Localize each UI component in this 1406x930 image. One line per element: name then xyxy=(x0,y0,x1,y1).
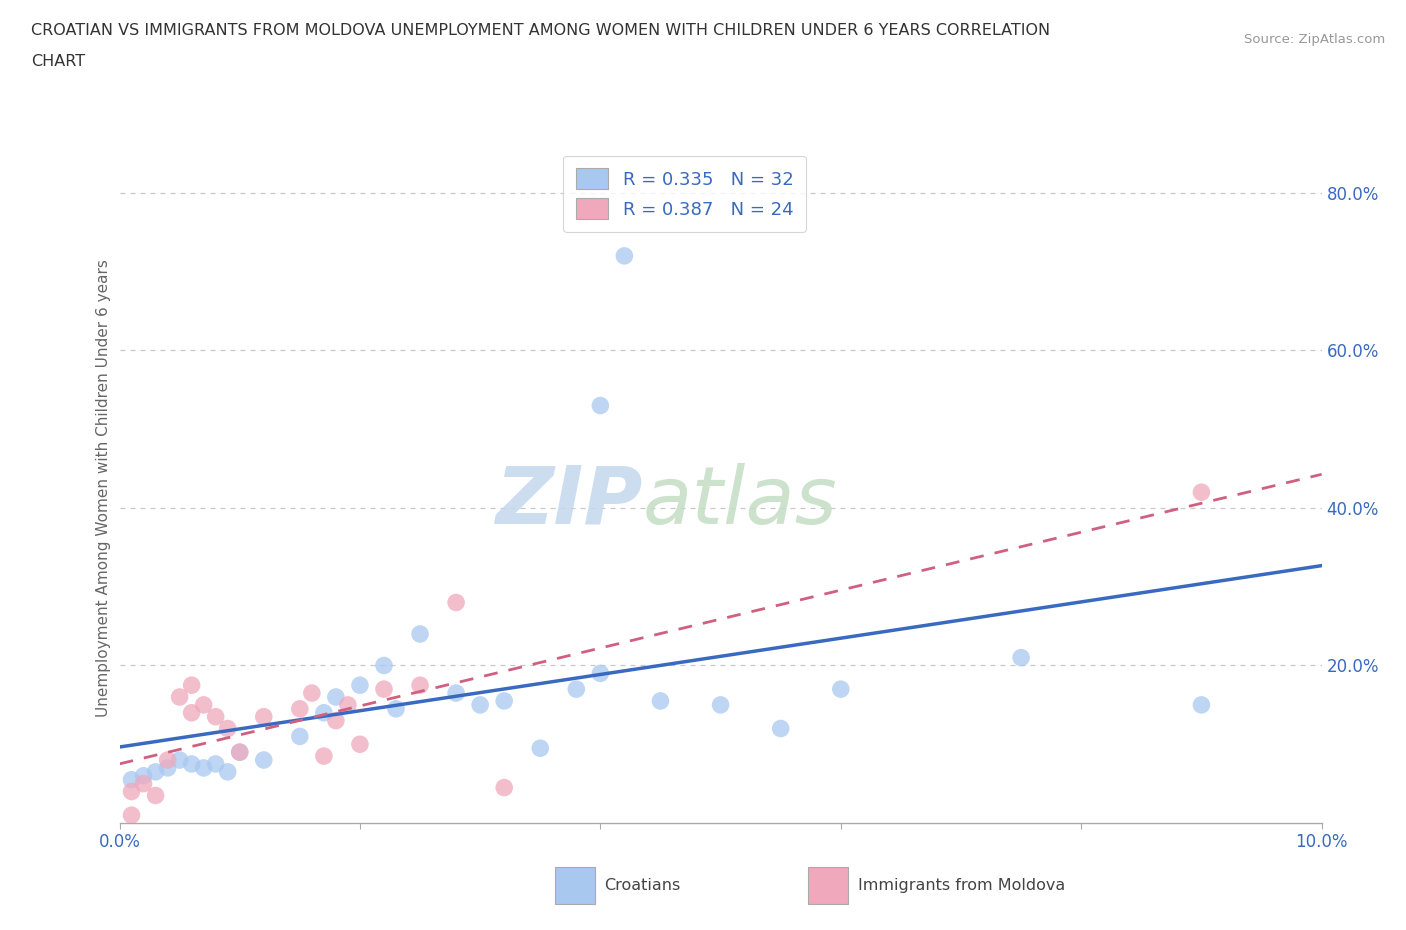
Text: Immigrants from Moldova: Immigrants from Moldova xyxy=(858,878,1064,893)
Point xyxy=(444,595,467,610)
Point xyxy=(325,713,347,728)
Point xyxy=(1010,650,1032,665)
Point xyxy=(1189,698,1212,712)
Point xyxy=(373,658,395,673)
Point xyxy=(312,705,335,720)
Point xyxy=(228,745,252,760)
Point xyxy=(121,772,143,787)
Point xyxy=(589,398,612,413)
Point xyxy=(288,701,311,716)
Point xyxy=(769,721,792,736)
Point xyxy=(180,756,202,771)
Point xyxy=(132,768,155,783)
Point xyxy=(312,749,335,764)
Point xyxy=(132,777,155,791)
Point xyxy=(193,761,215,776)
Point xyxy=(565,682,588,697)
Point xyxy=(373,682,395,697)
Point xyxy=(709,698,731,712)
Point xyxy=(301,685,323,700)
Point xyxy=(228,745,252,760)
Point xyxy=(349,678,371,693)
Point xyxy=(1189,485,1212,499)
Point xyxy=(494,694,516,709)
Point xyxy=(169,689,191,704)
Point xyxy=(204,710,226,724)
Point xyxy=(145,788,167,803)
Point xyxy=(253,752,276,767)
Point xyxy=(409,627,432,642)
Point xyxy=(217,721,239,736)
Point xyxy=(529,741,551,756)
Text: Source: ZipAtlas.com: Source: ZipAtlas.com xyxy=(1244,33,1385,46)
Point xyxy=(325,689,347,704)
Text: atlas: atlas xyxy=(643,462,837,540)
Point xyxy=(336,698,359,712)
Point xyxy=(145,764,167,779)
Point xyxy=(444,685,467,700)
Text: ZIP: ZIP xyxy=(495,462,643,540)
Point xyxy=(180,678,202,693)
Point xyxy=(156,761,179,776)
Point xyxy=(253,710,276,724)
Point xyxy=(169,752,191,767)
Point xyxy=(349,737,371,751)
Point xyxy=(288,729,311,744)
Text: Croatians: Croatians xyxy=(605,878,681,893)
Point xyxy=(180,705,202,720)
Point xyxy=(385,701,408,716)
Text: CHART: CHART xyxy=(31,54,84,69)
Point xyxy=(830,682,852,697)
Point xyxy=(650,694,672,709)
Point xyxy=(204,756,226,771)
Text: CROATIAN VS IMMIGRANTS FROM MOLDOVA UNEMPLOYMENT AMONG WOMEN WITH CHILDREN UNDER: CROATIAN VS IMMIGRANTS FROM MOLDOVA UNEM… xyxy=(31,23,1050,38)
Y-axis label: Unemployment Among Women with Children Under 6 years: Unemployment Among Women with Children U… xyxy=(96,259,111,717)
Point xyxy=(409,678,432,693)
Point xyxy=(121,808,143,823)
Point xyxy=(156,752,179,767)
Point xyxy=(589,666,612,681)
Point xyxy=(217,764,239,779)
Legend: R = 0.335   N = 32, R = 0.387   N = 24: R = 0.335 N = 32, R = 0.387 N = 24 xyxy=(562,156,806,232)
Point xyxy=(613,248,636,263)
Point xyxy=(121,784,143,799)
Point xyxy=(468,698,492,712)
Point xyxy=(494,780,516,795)
Point xyxy=(193,698,215,712)
